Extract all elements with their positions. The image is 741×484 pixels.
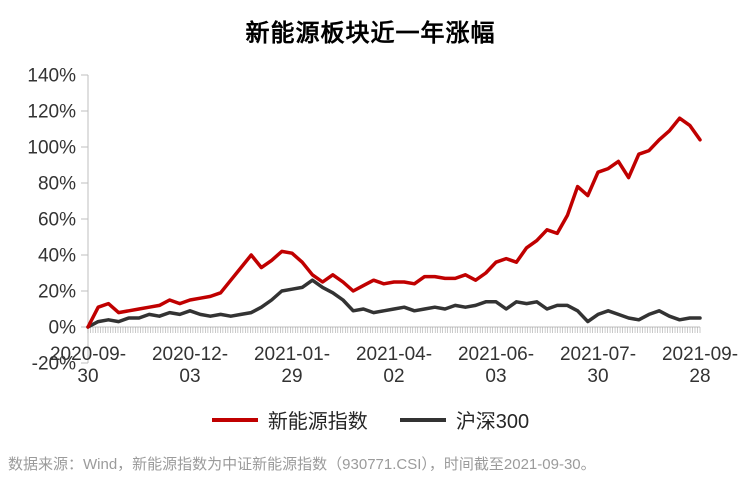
x-axis-tick-label: 03 (485, 366, 506, 387)
x-axis-tick-label: 2021-04- (356, 344, 432, 365)
x-axis-tick-label: 2021-01- (254, 344, 330, 365)
legend-label-csi300: 沪深300 (455, 411, 530, 433)
x-axis-tick-label: 2021-06- (458, 344, 534, 365)
y-axis-tick-label: -20% (32, 354, 76, 375)
chart-legend: 新能源指数 沪深300 (0, 405, 741, 434)
x-axis-tick-label: 2020-09- (50, 344, 126, 365)
y-axis-tick-label: 0% (49, 318, 77, 339)
y-axis-tick-label: 60% (38, 210, 76, 231)
black-line-swatch-icon (399, 417, 446, 422)
legend-item-new-energy-index: 新能源指数 (211, 405, 368, 434)
x-axis-tick-label: 02 (383, 366, 404, 387)
line-chart: 140%120%100%80%60%40%20%0%-20%2020-09-30… (27, 66, 738, 387)
legend-item-csi300: 沪深300 (399, 405, 530, 434)
x-axis-tick-label: 29 (281, 366, 302, 387)
y-axis-tick-label: 120% (27, 102, 76, 123)
y-axis-tick-label: 20% (38, 282, 76, 303)
y-axis-tick-label: 100% (27, 138, 76, 159)
y-axis-tick-label: 80% (38, 174, 76, 195)
series-line-0 (86, 116, 702, 329)
y-axis-tick-label: 40% (38, 246, 76, 267)
chart-title: 新能源板块近一年涨幅 (245, 20, 496, 47)
x-axis-tick-label: 30 (587, 366, 608, 387)
x-axis-tick-label: 03 (179, 366, 200, 387)
series-line-1 (86, 278, 702, 329)
y-axis-tick-label: 140% (27, 66, 76, 87)
legend-label-new-energy-index: 新能源指数 (267, 411, 368, 433)
x-axis-tick-label: 2021-07- (560, 344, 636, 365)
red-line-swatch-icon (211, 417, 258, 422)
x-axis-tick-label: 28 (689, 366, 710, 387)
data-source-note: 数据来源：Wind，新能源指数为中证新能源指数（930771.CSI），时间截至… (8, 456, 596, 473)
x-axis-tick-label: 2021-09- (662, 344, 738, 365)
x-axis-tick-label: 30 (77, 366, 98, 387)
x-axis-tick-label: 2020-12- (152, 344, 228, 365)
